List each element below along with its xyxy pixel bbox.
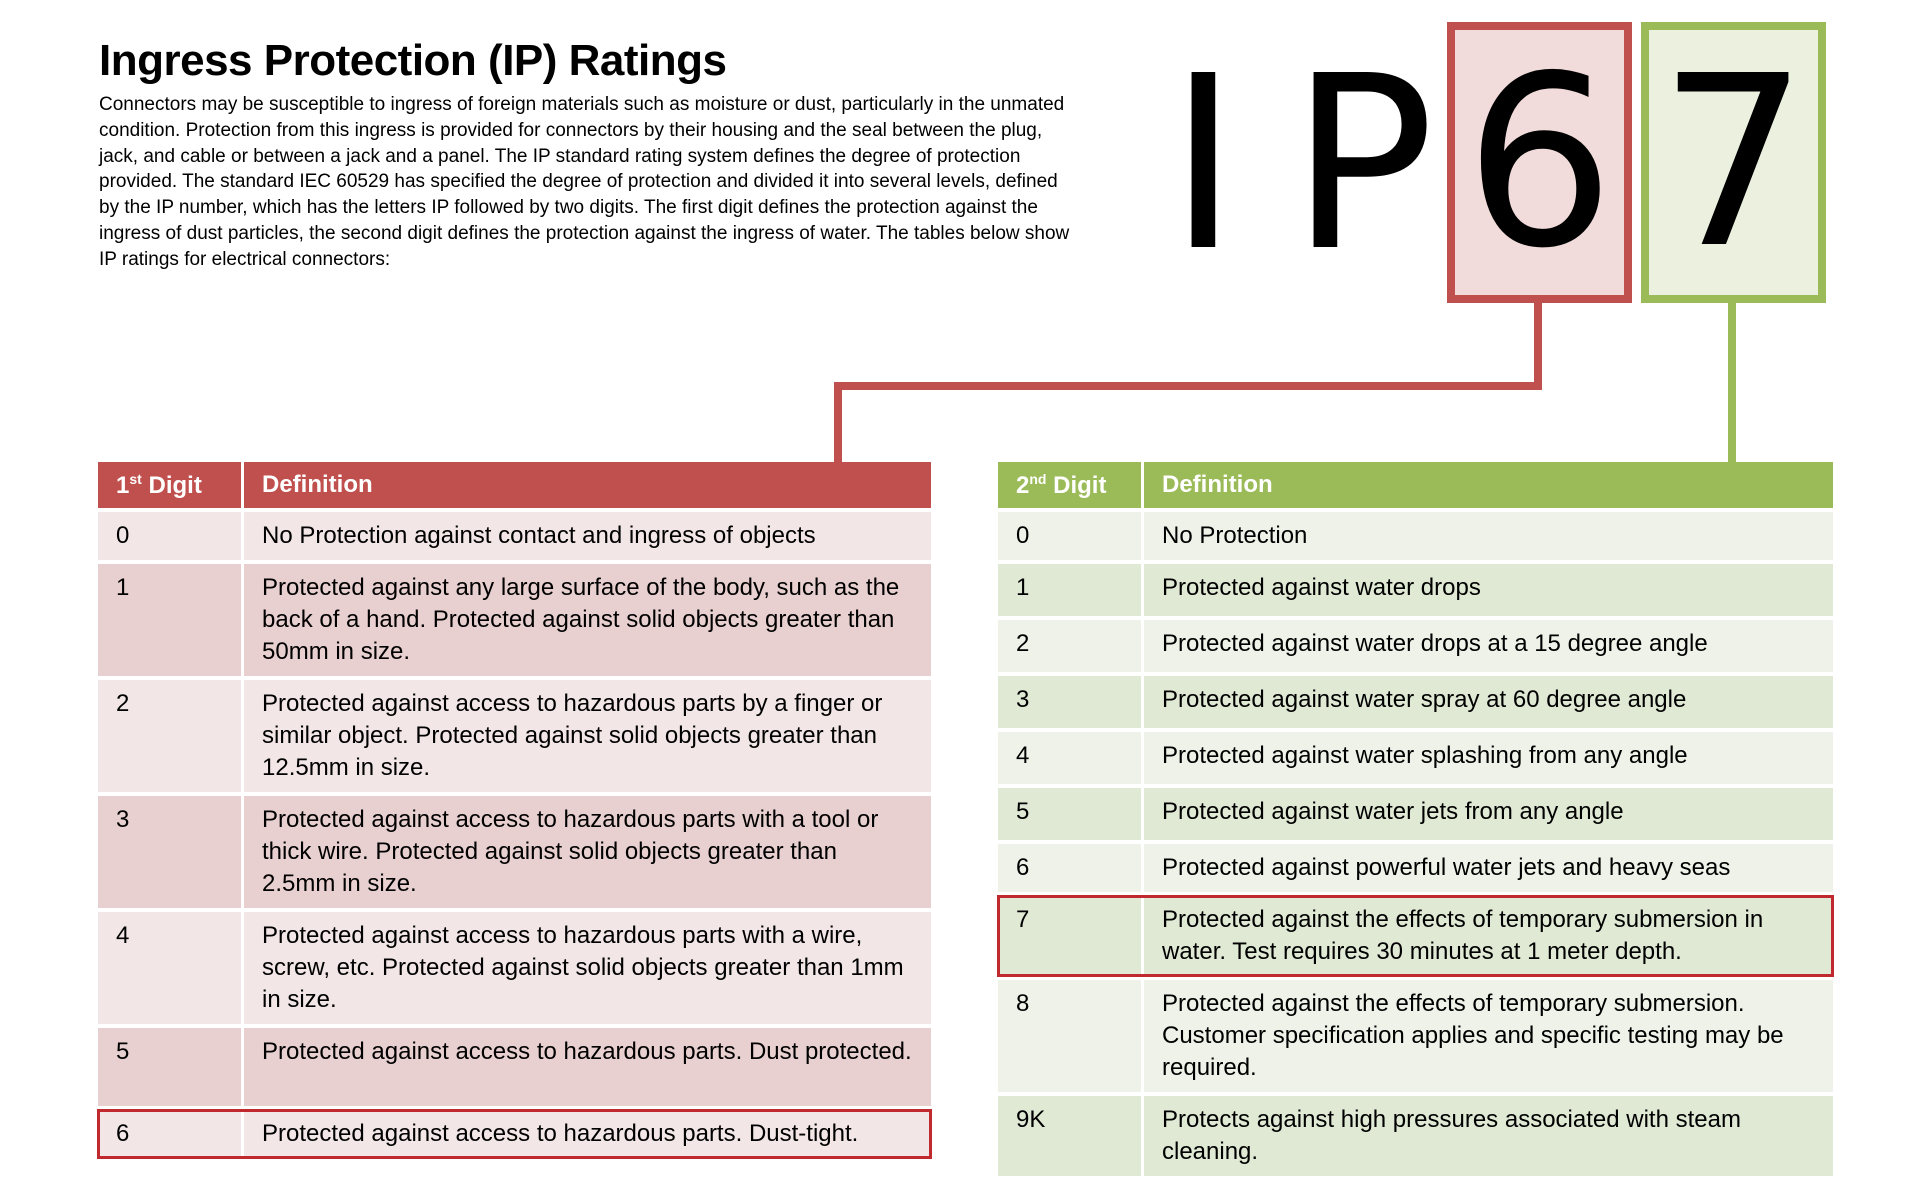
digit-cell: 2 — [998, 620, 1144, 672]
definition-cell: Protected against access to hazardous pa… — [244, 796, 931, 908]
table-row: 4 Protected against water splashing from … — [998, 732, 1833, 784]
digit-cell: 1 — [98, 564, 244, 676]
table-row: 4 Protected against access to hazardous p… — [98, 912, 931, 1024]
definition-cell: Protected against water spray at 60 degr… — [1144, 676, 1833, 728]
digit-cell: 1 — [998, 564, 1144, 616]
table-row: 2 Protected against access to hazardous p… — [98, 680, 931, 792]
red-connector-down — [1534, 303, 1542, 390]
highlight-first-digit-row — [97, 1109, 932, 1159]
table-row: 2 Protected against water drops at a 15 d… — [998, 620, 1833, 672]
page-title: Ingress Protection (IP) Ratings — [99, 36, 726, 86]
table-row: 8 Protected against the effects of tempor… — [998, 980, 1833, 1092]
digit-cell: 6 — [998, 844, 1144, 892]
second-digit-table: 2nd Digit Definition 0 No Protection 1 Prot… — [998, 458, 1833, 1180]
table-row: 3 Protected against water spray at 60 deg… — [998, 676, 1833, 728]
digit-cell: 4 — [998, 732, 1144, 784]
definition-cell: No Protection — [1144, 512, 1833, 560]
table-row: 1 Protected against water drops — [998, 564, 1833, 616]
definition-cell: Protected against water splashing from a… — [1144, 732, 1833, 784]
definition-cell: Protected against access to hazardous pa… — [244, 1028, 931, 1106]
table-row: 9K Protects against high pressures associ… — [998, 1096, 1833, 1176]
ip-letter-p: P — [1290, 44, 1435, 284]
digit-cell: 5 — [98, 1028, 244, 1106]
table-row: 0 No Protection against contact and ingre… — [98, 512, 931, 560]
intro-paragraph: Connectors may be susceptible to ingress… — [99, 92, 1074, 273]
digit-cell: 4 — [98, 912, 244, 1024]
green-connector-down — [1728, 303, 1736, 462]
second-digit-table-header: 2nd Digit Definition — [998, 462, 1833, 508]
first-digit-column-header: 1st Digit — [98, 462, 244, 508]
definition-cell: Protected against water jets from any an… — [1144, 788, 1833, 840]
definition-column-header: Definition — [1144, 462, 1833, 508]
digit-cell: 3 — [998, 676, 1144, 728]
definition-cell: Protects against high pressures associat… — [1144, 1096, 1833, 1176]
digit-cell: 2 — [98, 680, 244, 792]
table-row: 1 Protected against any large surface of … — [98, 564, 931, 676]
table-row: 6 Protected against powerful water jets a… — [998, 844, 1833, 892]
definition-cell: Protected against water drops — [1144, 564, 1833, 616]
table-row: 5 Protected against water jets from any a… — [998, 788, 1833, 840]
definition-cell: Protected against access to hazardous pa… — [244, 912, 931, 1024]
digit-cell: 9K — [998, 1096, 1144, 1176]
definition-cell: Protected against water drops at a 15 de… — [1144, 620, 1833, 672]
digit-cell: 8 — [998, 980, 1144, 1092]
highlight-second-digit-row — [997, 895, 1834, 977]
second-digit-column-header: 2nd Digit — [998, 462, 1144, 508]
red-connector-horizontal — [834, 382, 1542, 390]
definition-column-header: Definition — [244, 462, 931, 508]
table-row: 0 No Protection — [998, 512, 1833, 560]
definition-cell: Protected against the effects of tempora… — [1144, 980, 1833, 1092]
first-digit-table: 1st Digit Definition 0 No Protection agai… — [98, 458, 931, 1162]
first-digit-value: 6 — [1464, 45, 1614, 281]
table-row: 3 Protected against access to hazardous p… — [98, 796, 931, 908]
second-digit-box: 7 — [1641, 22, 1826, 303]
ip-letter-i: I — [1168, 44, 1239, 284]
digit-cell: 0 — [998, 512, 1144, 560]
definition-cell: Protected against powerful water jets an… — [1144, 844, 1833, 892]
second-digit-value: 7 — [1658, 45, 1808, 281]
red-connector-to-table — [834, 382, 842, 462]
definition-cell: Protected against access to hazardous pa… — [244, 680, 931, 792]
digit-cell: 5 — [998, 788, 1144, 840]
digit-cell: 3 — [98, 796, 244, 908]
first-digit-box: 6 — [1447, 22, 1632, 303]
definition-cell: No Protection against contact and ingres… — [244, 512, 931, 560]
definition-cell: Protected against any large surface of t… — [244, 564, 931, 676]
digit-cell: 0 — [98, 512, 244, 560]
first-digit-table-header: 1st Digit Definition — [98, 462, 931, 508]
table-row: 5 Protected against access to hazardous p… — [98, 1028, 931, 1106]
